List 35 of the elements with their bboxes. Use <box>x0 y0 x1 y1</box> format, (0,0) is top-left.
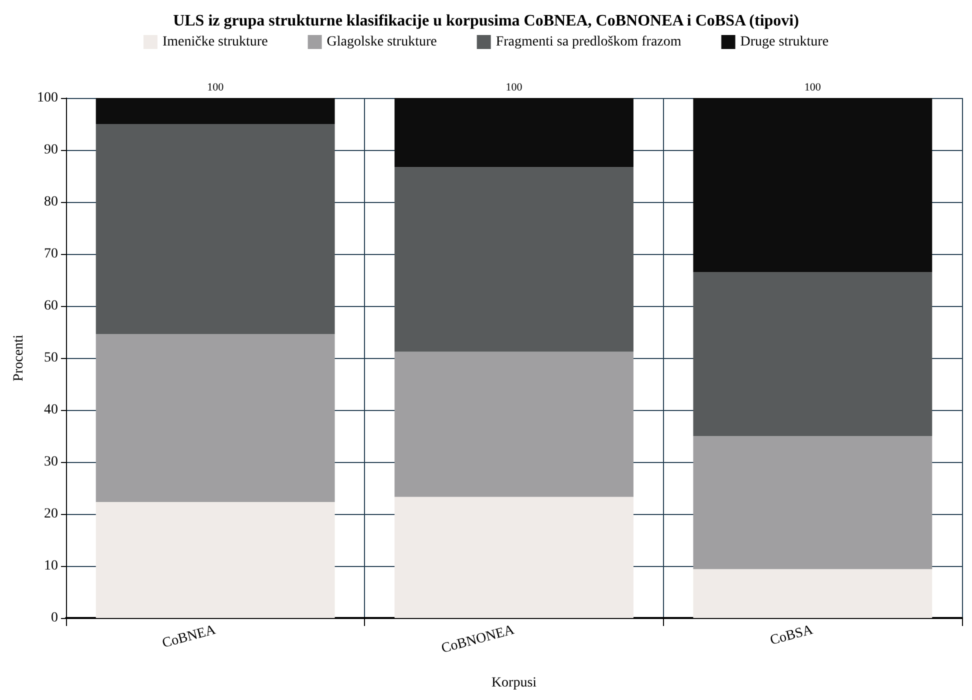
bar <box>693 98 932 272</box>
y-tick-label: 70 <box>44 246 58 262</box>
x-tick-label: CoBSA <box>768 622 816 649</box>
y-axis-title: Procenti <box>12 334 26 382</box>
legend-label: Druge strukture <box>740 34 829 50</box>
bar <box>394 496 634 618</box>
legend-label: Glagolske strukture <box>326 34 437 50</box>
y-tick-label: 90 <box>44 142 58 158</box>
y-tick-label: 60 <box>44 298 58 314</box>
chart-title: ULS iz grupa strukturne klasifikacije u korpusima CoBNEA, CoBNONEA i CoBSA (tipovi) <box>173 12 799 30</box>
y-tick-label: 80 <box>44 194 58 210</box>
bar <box>693 272 932 436</box>
y-tick-label: 40 <box>44 402 58 418</box>
bar <box>96 98 335 124</box>
bar <box>96 334 335 502</box>
y-tick-label: 0 <box>51 610 58 626</box>
x-axis-title: Korpusi <box>491 676 537 690</box>
bar <box>394 98 634 168</box>
y-tick-label: 50 <box>44 350 58 366</box>
x-tick-label: CoBNEA <box>160 622 218 652</box>
bar <box>394 167 634 352</box>
bar <box>96 502 335 618</box>
bar <box>96 124 335 334</box>
bar <box>394 352 634 497</box>
total-label: 100 <box>804 82 822 94</box>
y-tick-label: 30 <box>44 454 58 470</box>
bar <box>693 569 932 618</box>
legend-label: Imeničke strukture <box>162 34 268 50</box>
y-tick-label: 20 <box>44 506 58 522</box>
total-label: 100 <box>207 82 224 94</box>
legend-label: Fragmenti sa predloškom frazom <box>496 34 682 50</box>
bar <box>693 436 932 570</box>
y-tick-label: 10 <box>44 558 58 574</box>
y-tick-label: 100 <box>37 90 58 106</box>
total-label: 100 <box>506 82 523 94</box>
